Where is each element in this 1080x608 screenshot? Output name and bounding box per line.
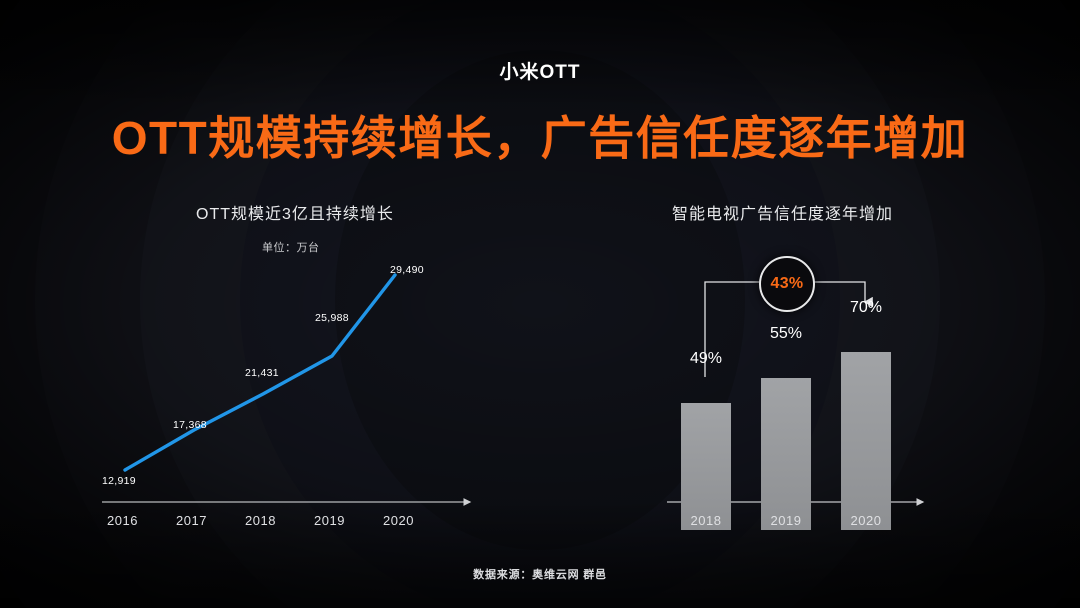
left-chart-unit: 单位：万台 — [262, 242, 320, 254]
bar-2018 — [681, 403, 731, 530]
growth-badge: 43% — [759, 256, 815, 312]
line-point-label-2018: 21,431 — [245, 367, 279, 379]
line-point-label-2020: 29,490 — [390, 264, 424, 276]
bar-2020 — [841, 352, 891, 530]
line-x-tick-2020: 2020 — [383, 513, 414, 528]
brand-label: 小米OTT — [499, 62, 581, 83]
bar-x-tick-2019: 2019 — [770, 513, 802, 528]
bar-x-tick-2020: 2020 — [850, 513, 882, 528]
line-chart: 12,919 17,368 21,431 25,988 29,490 2016 … — [90, 255, 490, 530]
line-chart-series-ott — [123, 273, 397, 472]
right-chart-title: 智能电视广告信任度逐年增加 — [672, 206, 894, 223]
left-chart-title: OTT规模近3亿且持续增长 — [196, 206, 394, 223]
bar-x-tick-2018: 2018 — [690, 513, 722, 528]
line-x-tick-2018: 2018 — [245, 513, 276, 528]
line-point-label-2017: 17,368 — [173, 419, 207, 431]
bar-2019 — [761, 378, 811, 530]
line-point-label-2019: 25,988 — [315, 312, 349, 324]
bar-chart: 49% 55% 70% 2018 2019 2020 43% — [655, 255, 975, 530]
line-x-tick-2016: 2016 — [107, 513, 138, 528]
line-x-tick-2017: 2017 — [176, 513, 207, 528]
line-x-tick-2019: 2019 — [314, 513, 345, 528]
line-chart-svg — [102, 273, 472, 506]
page-title: OTT规模持续增长，广告信任度逐年增加 — [111, 112, 969, 164]
line-point-label-2016: 12,919 — [102, 475, 136, 487]
bar-value-2019: 55% — [769, 325, 803, 342]
source-note: 数据来源：奥维云网 群邑 — [473, 569, 607, 581]
bar-value-2020: 70% — [849, 299, 883, 316]
bar-value-2018: 49% — [689, 350, 723, 367]
